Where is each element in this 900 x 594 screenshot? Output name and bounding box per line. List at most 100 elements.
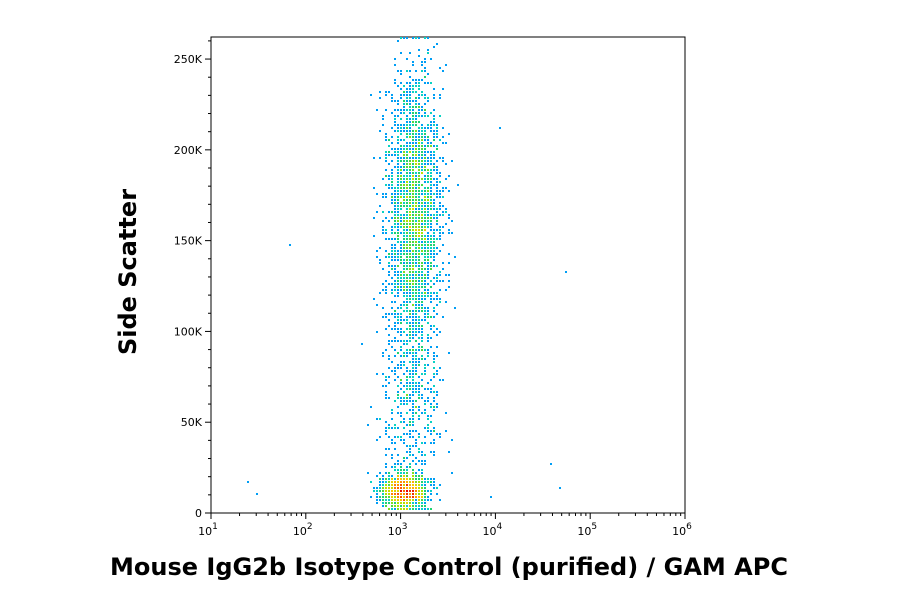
event-point: [403, 160, 405, 162]
event-point: [418, 310, 420, 312]
event-point: [424, 226, 426, 228]
event-point: [421, 262, 423, 264]
event-point: [427, 157, 429, 159]
event-point: [409, 148, 411, 150]
event-point: [403, 361, 405, 363]
event-point: [424, 403, 426, 405]
event-point: [397, 241, 399, 243]
event-point: [415, 472, 417, 474]
event-point: [424, 496, 426, 498]
event-point: [424, 310, 426, 312]
event-point: [382, 490, 384, 492]
event-point: [427, 211, 429, 213]
event-point: [406, 319, 408, 321]
event-point: [430, 250, 432, 252]
event-point: [421, 283, 423, 285]
event-point: [448, 280, 450, 282]
event-point: [415, 100, 417, 102]
event-point: [427, 241, 429, 243]
event-point: [388, 487, 390, 489]
event-point: [421, 208, 423, 210]
event-point: [409, 145, 411, 147]
event-point: [400, 382, 402, 384]
event-point: [388, 325, 390, 327]
event-point: [391, 172, 393, 174]
event-point: [400, 190, 402, 192]
event-point: [424, 505, 426, 507]
event-point: [379, 91, 381, 93]
event-point: [376, 250, 378, 252]
event-point: [406, 190, 408, 192]
event-point: [445, 163, 447, 165]
event-point: [442, 211, 444, 213]
event-point: [427, 382, 429, 384]
event-point: [412, 430, 414, 432]
event-point: [418, 238, 420, 240]
event-point: [439, 94, 441, 96]
event-point: [424, 286, 426, 288]
event-point: [421, 280, 423, 282]
event-point: [409, 463, 411, 465]
event-point: [412, 322, 414, 324]
event-point: [400, 481, 402, 483]
event-point: [418, 505, 420, 507]
event-point: [418, 244, 420, 246]
event-point: [400, 193, 402, 195]
event-point: [409, 328, 411, 330]
event-point: [412, 505, 414, 507]
event-point: [412, 133, 414, 135]
event-point: [436, 178, 438, 180]
event-point: [424, 262, 426, 264]
event-point: [421, 106, 423, 108]
event-point: [421, 238, 423, 240]
event-point: [397, 394, 399, 396]
event-point: [391, 313, 393, 315]
event-point: [400, 277, 402, 279]
event-point: [403, 391, 405, 393]
event-point: [391, 160, 393, 162]
event-point: [421, 469, 423, 471]
event-point: [397, 469, 399, 471]
event-point: [403, 283, 405, 285]
event-point: [412, 436, 414, 438]
event-point: [424, 199, 426, 201]
x-tick-label: 105: [577, 522, 597, 538]
event-point: [397, 163, 399, 165]
event-point: [409, 82, 411, 84]
event-point: [403, 184, 405, 186]
event-point: [397, 142, 399, 144]
event-point: [442, 214, 444, 216]
event-point: [382, 493, 384, 495]
event-point: [385, 385, 387, 387]
event-point: [421, 340, 423, 342]
event-point: [400, 124, 402, 126]
event-point: [385, 433, 387, 435]
event-point: [397, 139, 399, 141]
event-point: [421, 325, 423, 327]
event-point: [406, 376, 408, 378]
event-point: [418, 280, 420, 282]
event-point: [391, 502, 393, 504]
event-point: [379, 481, 381, 483]
event-point: [406, 169, 408, 171]
event-point: [415, 85, 417, 87]
event-point: [412, 355, 414, 357]
event-point: [412, 331, 414, 333]
event-point: [418, 295, 420, 297]
event-point: [451, 439, 453, 441]
event-point: [379, 157, 381, 159]
event-point: [436, 172, 438, 174]
event-point: [412, 235, 414, 237]
event-point: [433, 397, 435, 399]
event-point: [415, 271, 417, 273]
event-point: [397, 127, 399, 129]
event-point: [421, 211, 423, 213]
event-point: [403, 112, 405, 114]
event-point: [427, 214, 429, 216]
event-point: [415, 259, 417, 261]
event-point: [412, 184, 414, 186]
event-point: [412, 475, 414, 477]
event-point: [406, 250, 408, 252]
event-point: [421, 70, 423, 72]
event-point: [424, 388, 426, 390]
